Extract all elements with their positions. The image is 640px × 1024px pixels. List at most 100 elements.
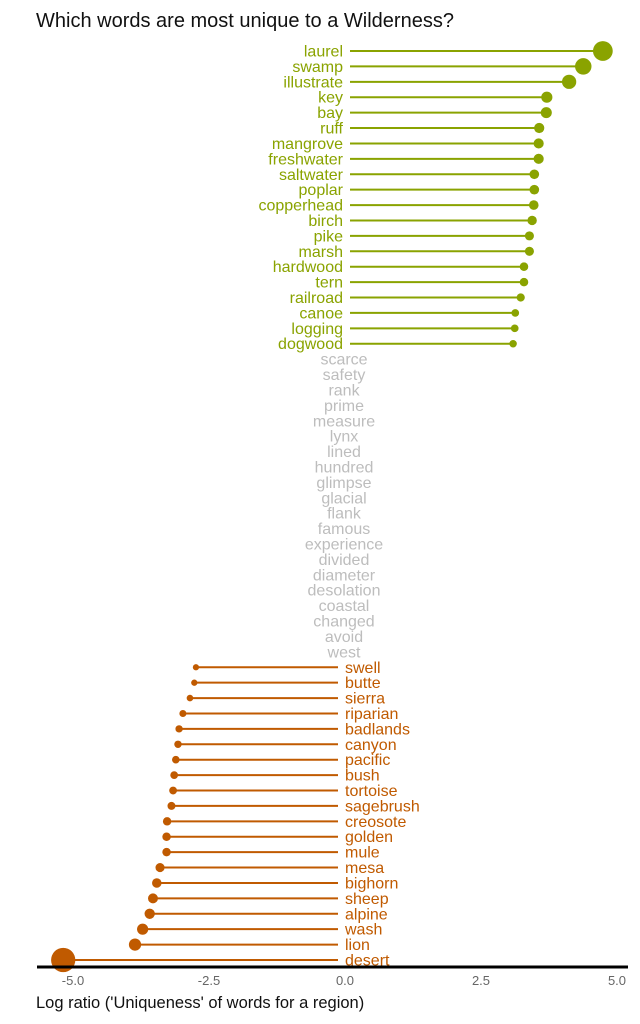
x-axis-label: Log ratio ('Uniqueness' of words for a r… (36, 994, 364, 1012)
word-label: golden (345, 829, 393, 846)
word-label: lion (345, 937, 370, 954)
lollipop-dot (147, 893, 158, 904)
positive-word-row: laurel (304, 41, 613, 61)
positive-word-row: railroad (290, 290, 525, 307)
lollipop-dot (516, 293, 525, 302)
word-label: swell (345, 660, 381, 677)
positive-word-row: logging (291, 321, 519, 338)
chart-title: Which words are most unique to a Wildern… (36, 10, 454, 32)
positive-word-row: ruff (320, 121, 545, 138)
word-label: marsh (299, 244, 343, 261)
x-tick-label: -2.5 (198, 973, 220, 988)
lollipop-dot (186, 694, 194, 702)
word-label: badlands (345, 721, 410, 738)
word-label: illustrate (283, 74, 343, 91)
word-label: mesa (345, 860, 384, 877)
word-label: laurel (304, 44, 343, 61)
word-label: pacific (345, 752, 390, 769)
neutral-word-label: scarce (320, 352, 367, 369)
x-tick-label: -5.0 (62, 973, 84, 988)
word-label: riparian (345, 706, 398, 723)
positive-word-row: saltwater (279, 167, 540, 184)
positive-word-row: birch (308, 213, 537, 230)
lollipop-dot (162, 847, 171, 857)
lollipop-dot (541, 91, 553, 103)
word-label: sagebrush (345, 798, 420, 815)
word-label: mule (345, 845, 380, 862)
negative-word-row: wash (137, 922, 382, 939)
lollipop-dot (511, 309, 520, 317)
neutral-word-label: experience (305, 537, 383, 554)
negative-word-row: badlands (175, 721, 410, 738)
word-label: wash (344, 922, 382, 939)
negative-word-row: swell (192, 660, 381, 677)
negative-word-row: bush (170, 768, 380, 785)
positive-word-row: hardwood (273, 259, 529, 276)
word-label: pike (314, 228, 343, 245)
lollipop-dot (524, 231, 534, 241)
neutral-word-label: hundred (315, 459, 374, 476)
word-label: bighorn (345, 875, 398, 892)
lollipop-dot (533, 138, 544, 149)
neutral-word-label: measure (313, 413, 375, 430)
lollipop-dot (519, 277, 529, 287)
lollipop-dot (533, 153, 544, 164)
word-label: sierra (345, 691, 385, 708)
lollipop-dot (534, 122, 545, 134)
word-label: sheep (345, 891, 389, 908)
lollipop-dot (172, 755, 180, 764)
word-label: key (318, 90, 343, 107)
x-tick-label: 2.5 (472, 973, 490, 988)
negative-word-row: butte (191, 675, 381, 692)
negative-word-row: sagebrush (167, 798, 420, 815)
positive-word-row: illustrate (283, 74, 577, 91)
negative-word-row: canyon (174, 737, 397, 754)
word-label: butte (345, 675, 381, 692)
negative-word-row: lion (128, 937, 370, 954)
word-label: birch (308, 213, 343, 230)
lollipop-dot (510, 324, 519, 333)
negative-word-row: golden (162, 829, 393, 846)
word-label: railroad (290, 290, 343, 307)
positive-word-row: bay (317, 105, 552, 122)
negative-word-row: sheep (147, 891, 389, 908)
lollipop-dot (152, 878, 162, 888)
lollipop-dot (128, 938, 142, 951)
positive-word-row: mangrove (272, 136, 544, 153)
lollipop-dot (592, 41, 613, 61)
lollipop-dot (170, 771, 179, 779)
positive-word-row: canoe (299, 305, 520, 322)
positive-word-row: poplar (299, 182, 540, 199)
neutral-word-label: west (327, 644, 361, 661)
word-label: logging (291, 321, 343, 338)
neutral-word-label: lynx (330, 429, 358, 446)
positive-word-row: swamp (292, 58, 592, 76)
negative-word-row: sierra (186, 691, 385, 708)
x-tick-label: 0.0 (336, 973, 354, 988)
neutral-word-label: flank (327, 506, 362, 523)
word-label: hardwood (273, 259, 343, 276)
neutral-word-label: glimpse (316, 475, 371, 492)
neutral-word-label: avoid (325, 629, 363, 646)
lollipop-dot (191, 679, 198, 686)
word-label: bay (317, 105, 343, 122)
neutral-word-label: diameter (313, 567, 376, 584)
word-label: canyon (345, 737, 397, 754)
word-label: ruff (320, 121, 343, 138)
word-label: bush (345, 768, 380, 785)
negative-word-row: riparian (179, 706, 398, 723)
lollipop-dot (179, 709, 187, 718)
word-label: dogwood (278, 336, 343, 353)
negative-word-row: creosote (162, 814, 406, 831)
negative-word-row: pacific (172, 752, 390, 769)
x-tick-label: 5.0 (608, 973, 626, 988)
word-label: copperhead (258, 198, 343, 215)
lollipop-dot (575, 58, 592, 75)
word-label: saltwater (279, 167, 344, 184)
lollipop-dot (509, 339, 517, 348)
lollipop-dot (167, 801, 176, 810)
word-label: tern (315, 275, 343, 292)
word-label: poplar (299, 182, 344, 199)
word-label: mangrove (272, 136, 343, 153)
